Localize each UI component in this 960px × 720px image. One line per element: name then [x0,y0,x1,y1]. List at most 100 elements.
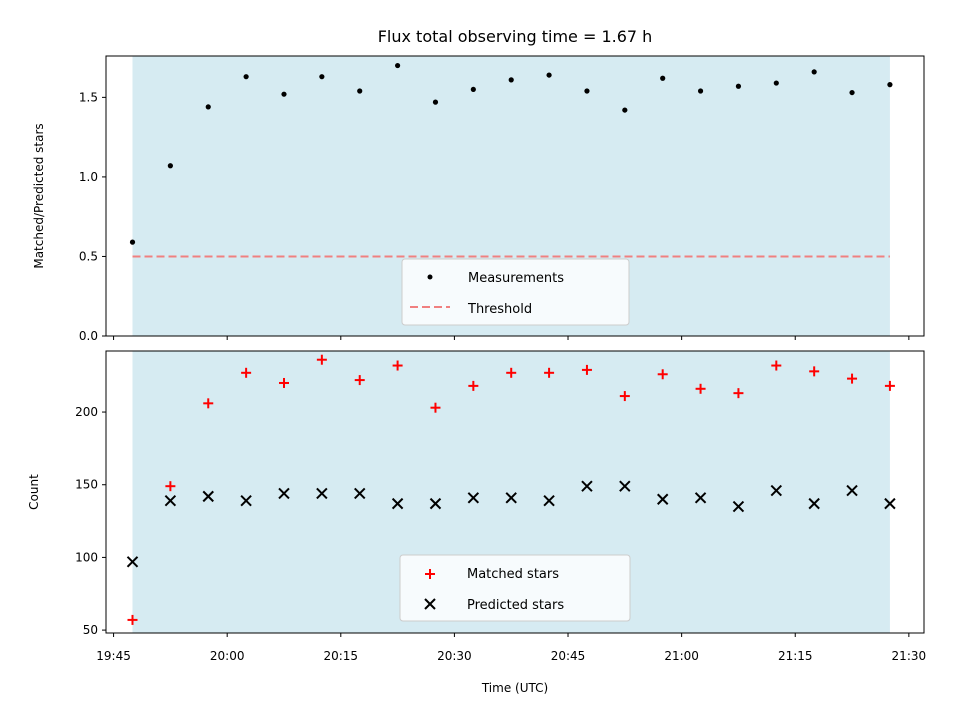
x-tick-label: 21:00 [664,649,699,663]
bottom-y-tick-label: 150 [75,478,98,492]
bottom-y-tick-label: 200 [75,405,98,419]
legend-threshold-label: Threshold [467,302,532,317]
measurement-point [470,86,476,93]
measurement-point [395,62,401,69]
measurement-point [660,75,666,81]
bottom-panel: 50 100 150 200 19:45 20:00 20:15 20:30 20:45 21:… [27,350,926,695]
measurement-point [546,72,552,78]
top-legend: Measurements Threshold [401,258,630,326]
measurement-point [811,69,817,75]
measurement-point [129,239,136,245]
top-y-tick-label: 0.0 [79,329,98,343]
bottom-legend-box [399,554,631,622]
top-y-tick-label: 1.5 [79,90,98,104]
x-tick-label: 20:45 [551,649,586,663]
predicted-star-point [202,490,214,503]
measurement-point [697,88,704,94]
predicted-star-point [467,492,480,504]
predicted-star-point [126,556,139,568]
measurement-point [735,83,742,89]
measurement-point [432,99,439,105]
matched-star-point [127,614,138,625]
matched-star-point [847,373,858,384]
predicted-star-point [732,500,745,513]
x-axis-label: Time (UTC) [481,681,548,695]
predicted-star-point [240,495,252,507]
bottom-y-tick-label: 100 [75,550,98,564]
predicted-star-point [278,487,290,500]
bottom-plot-frame [105,350,925,634]
top-y-axis: 0.0 0.5 1.0 1.5 [79,90,106,343]
matched-star-point [544,367,555,378]
top-panel: 0.0 0.5 1.0 1.5 Flux total observing time =… [32,27,925,343]
measurement-point [887,82,893,88]
measurement-point [357,88,363,94]
measurement-point [622,107,628,113]
measurement-point [205,104,211,110]
legend-measurements-marker [427,274,433,280]
matched-star-point [241,367,252,378]
predicted-star-point [694,492,707,504]
legend-measurements-label: Measurements [468,271,564,286]
matched-star-point [619,391,630,402]
bottom-legend: Matched stars Predicted stars [399,554,631,622]
legend-predicted-label: Predicted stars [467,598,564,613]
matched-star-point [203,398,214,409]
measurement-point [281,91,287,97]
x-tick-label: 19:45 [96,649,131,663]
bottom-y-tick-label: 50 [83,623,98,637]
predicted-star-point [770,484,783,497]
x-tick-label: 21:15 [778,649,813,663]
matched-stars-series [127,354,895,625]
matched-star-point [354,375,365,386]
measurement-point [319,74,325,80]
top-y-tick-label: 0.5 [79,249,98,263]
top-legend-box [401,258,630,326]
predicted-star-point [164,495,177,507]
measurement-point [243,74,249,80]
matched-star-point [733,388,744,399]
matched-star-point [809,366,820,377]
predicted-star-point [543,495,555,507]
measurement-point [773,80,779,86]
top-x-axis [113,336,910,340]
matched-star-point [695,383,706,394]
matched-star-point [657,369,668,380]
measurement-point [167,163,173,169]
matched-star-point [884,380,895,391]
x-tick-label: 20:30 [437,649,472,663]
predicted-star-point [581,480,593,492]
matched-star-point [506,367,517,378]
predicted-star-point [846,484,858,497]
legend-predicted-marker [424,598,436,610]
legend-matched-marker [425,569,435,579]
measurement-point [584,88,590,94]
predicted-star-point [619,480,631,492]
top-plot-frame [105,55,925,337]
matched-star-point [165,481,176,492]
matched-star-point [771,360,782,371]
predicted-star-point [808,497,820,510]
matched-star-point [430,402,441,413]
predicted-star-point [884,497,896,510]
x-tick-label: 20:00 [210,649,245,663]
bottom-y-axis: 50 100 150 200 [75,405,106,637]
top-y-axis-label: Matched/Predicted stars [32,123,46,268]
top-y-tick-label: 1.0 [79,170,98,184]
bottom-y-axis-label: Count [27,474,41,510]
x-tick-label: 21:30 [892,649,927,663]
matched-star-point [316,354,327,365]
matched-star-point [392,360,403,371]
matched-star-point [581,364,592,375]
measurement-point [508,77,514,83]
matched-star-point [278,377,289,388]
predicted-star-point [656,493,669,505]
bottom-x-axis: 19:45 20:00 20:15 20:30 20:45 21:00 21:15 21:30 [96,633,926,663]
measurement-point [849,89,855,96]
measurements-series [129,62,893,245]
predicted-star-point [505,492,517,504]
x-tick-label: 20:15 [323,649,358,663]
predicted-star-point [391,497,404,510]
chart-title: Flux total observing time = 1.67 h [378,27,653,46]
